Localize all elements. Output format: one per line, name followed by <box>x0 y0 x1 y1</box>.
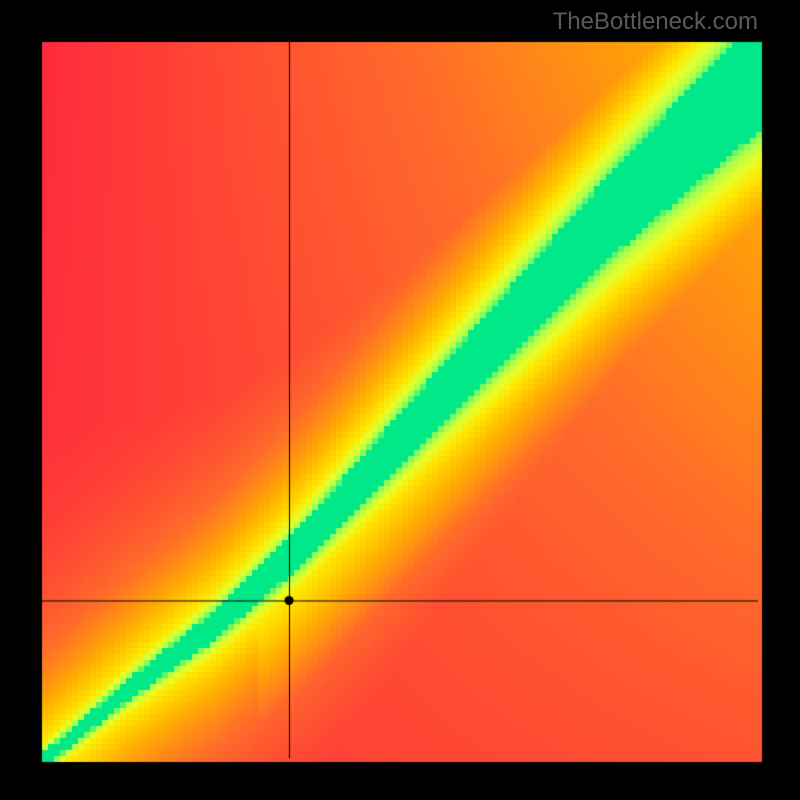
chart-container: TheBottleneck.com <box>0 0 800 800</box>
bottleneck-heatmap <box>0 0 800 800</box>
watermark-text: TheBottleneck.com <box>553 8 758 36</box>
